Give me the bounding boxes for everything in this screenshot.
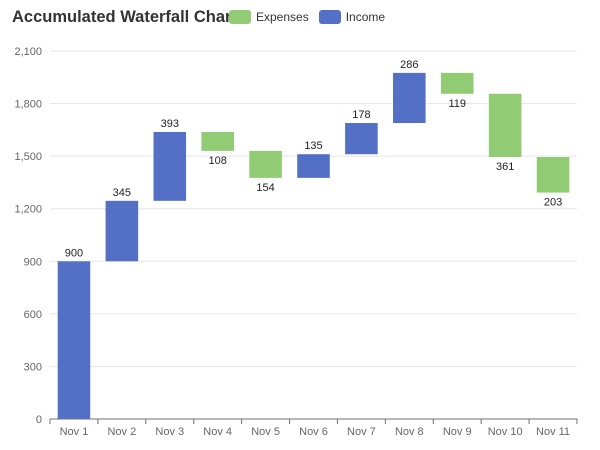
bar-income xyxy=(345,123,378,155)
y-tick-label: 1,500 xyxy=(14,151,42,163)
bar-income xyxy=(57,261,91,419)
x-tick-label: Nov 3 xyxy=(155,426,184,438)
data-label: 154 xyxy=(256,182,274,194)
legend-label-income: Income xyxy=(345,10,386,24)
y-tick-label: 2,100 xyxy=(14,46,42,58)
x-tick-label: Nov 10 xyxy=(488,426,523,438)
legend: Expenses Income xyxy=(229,10,395,24)
bar-income xyxy=(297,154,330,178)
x-tick-label: Nov 8 xyxy=(395,426,424,438)
x-tick-label: Nov 11 xyxy=(536,426,570,438)
bar-expenses xyxy=(488,93,522,158)
bar-income xyxy=(393,72,426,124)
data-label: 361 xyxy=(496,161,514,173)
data-label: 135 xyxy=(304,140,322,152)
legend-swatch-expenses xyxy=(229,10,251,24)
legend-label-expenses: Expenses xyxy=(256,10,309,24)
legend-swatch-income xyxy=(318,10,341,24)
legend-item-income[interactable]: Income xyxy=(318,10,386,24)
data-label: 286 xyxy=(400,59,418,71)
y-tick-label: 600 xyxy=(24,309,42,321)
x-tick-label: Nov 1 xyxy=(60,426,89,438)
x-tick-label: Nov 7 xyxy=(347,426,376,438)
data-label: 393 xyxy=(161,118,179,130)
bar-expenses xyxy=(440,72,474,94)
y-tick-label: 0 xyxy=(36,414,42,426)
x-tick-label: Nov 4 xyxy=(203,426,232,438)
bar-expenses xyxy=(536,157,570,193)
data-label: 203 xyxy=(544,197,562,209)
y-tick-label: 1,200 xyxy=(14,204,42,216)
y-tick-label: 900 xyxy=(24,256,42,268)
legend-item-expenses[interactable]: Expenses xyxy=(229,10,309,24)
bar-expenses xyxy=(201,131,234,151)
y-tick-label: 300 xyxy=(24,361,42,373)
data-label: 345 xyxy=(113,187,131,199)
data-label: 119 xyxy=(448,98,466,110)
bar-expenses xyxy=(249,150,282,178)
x-tick-label: Nov 5 xyxy=(251,426,280,438)
data-label: 900 xyxy=(65,247,83,259)
data-label: 178 xyxy=(352,109,370,121)
data-label: 108 xyxy=(209,155,227,167)
x-tick-label: Nov 2 xyxy=(107,426,136,438)
bar-income xyxy=(105,200,139,262)
chart-title: Accumulated Waterfall Chart xyxy=(12,8,237,26)
x-tick-label: Nov 6 xyxy=(299,426,328,438)
y-tick-label: 1,800 xyxy=(14,99,42,111)
x-tick-label: Nov 9 xyxy=(443,426,472,438)
bar-income xyxy=(153,131,187,201)
